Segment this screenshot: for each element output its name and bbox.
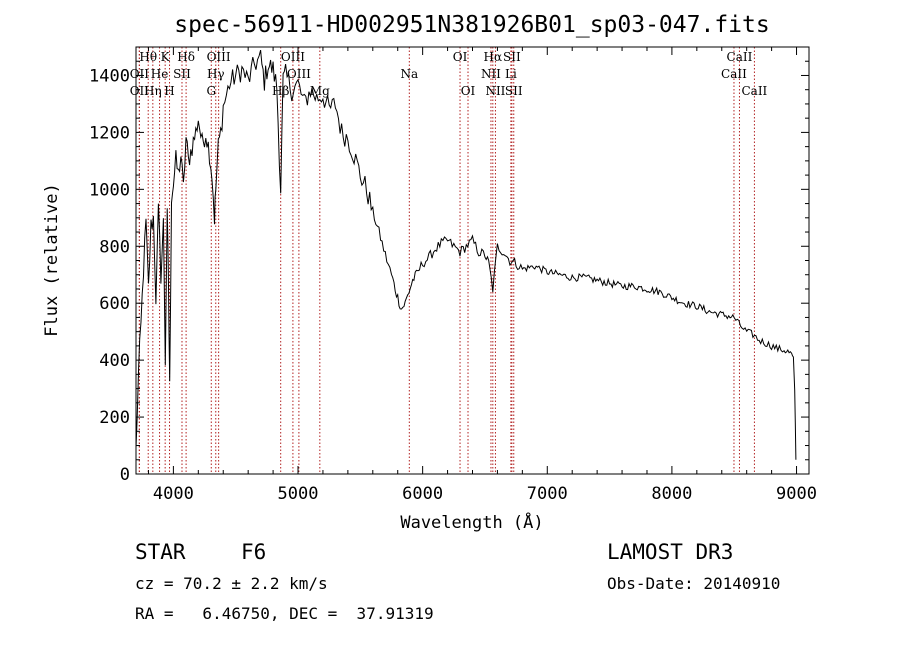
line-marker-label: Hβ <box>272 84 289 98</box>
coordinates: RA = 6.46750, DEC = 37.91319 <box>135 604 434 623</box>
y-axis-label: Flux (relative) <box>42 183 62 337</box>
x-tick-label: 9000 <box>776 484 817 504</box>
line-marker-label: Hδ <box>177 50 195 64</box>
y-tick-label: 1200 <box>89 123 130 143</box>
x-axis: 4000 5000 6000 7000 8000 9000 <box>147 47 817 504</box>
line-marker-label: OI <box>453 50 468 64</box>
x-tick-label: 7000 <box>527 484 568 504</box>
line-marker-label: CaII <box>741 84 767 98</box>
line-marker-label: SII <box>503 50 521 64</box>
y-tick-label: 1400 <box>89 66 130 86</box>
line-marker-label: Hγ <box>207 67 225 81</box>
line-marker-label: Hη <box>144 84 162 98</box>
y-tick-label: 800 <box>99 237 130 257</box>
y-tick-label: 0 <box>120 465 130 485</box>
line-marker-label: NII <box>481 67 501 81</box>
line-marker-label: Hθ <box>139 50 157 64</box>
line-marker-label: OII <box>130 84 150 98</box>
y-tick-label: 600 <box>99 294 130 314</box>
line-marker-label: CaII <box>721 67 747 81</box>
line-marker-label: Hα <box>484 50 503 64</box>
line-marker-label: Mg <box>310 84 330 98</box>
x-tick-label: 6000 <box>402 484 443 504</box>
line-marker-label: SII <box>173 67 191 81</box>
line-marker-label: OIII <box>281 50 305 64</box>
line-marker-label: H <box>164 84 174 98</box>
line-marker-label: OIII <box>287 67 311 81</box>
line-marker-label: OI <box>461 84 476 98</box>
line-marker-label: SII <box>505 84 523 98</box>
object-subclass: F6 <box>241 540 267 564</box>
plot-frame <box>135 46 810 475</box>
x-tick-label: 8000 <box>651 484 692 504</box>
redshift-readout: cz = 70.2 ± 2.2 km/s <box>135 574 328 593</box>
spectrum-series-line <box>135 49 797 460</box>
x-tick-label: 4000 <box>153 484 194 504</box>
line-marker-label: He <box>151 67 169 81</box>
line-marker-label: Na <box>400 67 418 81</box>
spectrum-chart: spec-56911-HD002951N381926B01_sp03-047.f… <box>42 12 817 533</box>
spectral-line-markers <box>138 47 755 474</box>
y-axis: 0 200 400 600 800 1000 1200 1400 <box>89 60 809 485</box>
line-marker-label: Li <box>505 67 517 81</box>
line-marker-label: NII <box>485 84 505 98</box>
line-marker-label: CaII <box>727 50 753 64</box>
object-class: STAR <box>135 540 186 564</box>
chart-title: spec-56911-HD002951N381926B01_sp03-047.f… <box>174 12 769 38</box>
obs-date: Obs-Date: 20140910 <box>607 574 781 593</box>
line-marker-label: G <box>206 84 216 98</box>
y-tick-label: 1000 <box>89 180 130 200</box>
x-tick-label: 5000 <box>278 484 319 504</box>
line-marker-label: OII <box>130 67 150 81</box>
line-marker-label: OIII <box>207 50 231 64</box>
survey-name: LAMOST DR3 <box>607 540 734 564</box>
y-tick-label: 400 <box>99 351 130 371</box>
line-marker-label: K <box>161 50 171 64</box>
y-tick-label: 200 <box>99 408 130 428</box>
x-axis-label: Wavelength (Å) <box>400 511 543 533</box>
